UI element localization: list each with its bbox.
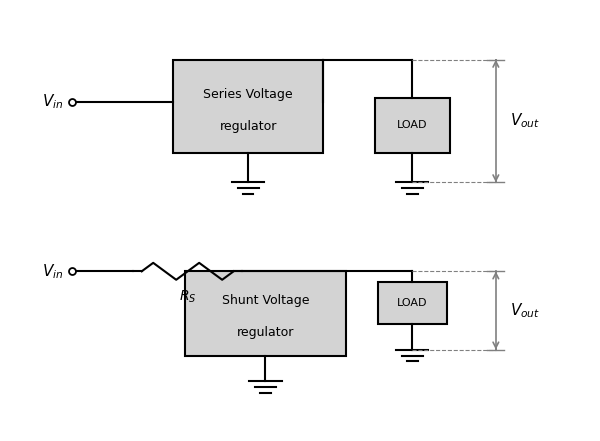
Text: Series Voltage: Series Voltage	[203, 88, 293, 101]
FancyBboxPatch shape	[375, 98, 450, 153]
Text: $V_{out}$: $V_{out}$	[510, 301, 541, 320]
Text: regulator: regulator	[220, 120, 277, 133]
Text: Shunt Voltage: Shunt Voltage	[221, 295, 309, 307]
Text: $V_{in}$: $V_{in}$	[43, 93, 64, 111]
Text: LOAD: LOAD	[397, 120, 428, 130]
Text: $V_{in}$: $V_{in}$	[43, 262, 64, 280]
Text: $R_S$: $R_S$	[179, 288, 196, 305]
FancyBboxPatch shape	[378, 282, 447, 324]
Text: regulator: regulator	[237, 326, 294, 339]
FancyBboxPatch shape	[185, 271, 346, 356]
FancyBboxPatch shape	[173, 60, 323, 153]
Text: $V_{out}$: $V_{out}$	[510, 112, 541, 131]
Text: LOAD: LOAD	[397, 298, 428, 308]
